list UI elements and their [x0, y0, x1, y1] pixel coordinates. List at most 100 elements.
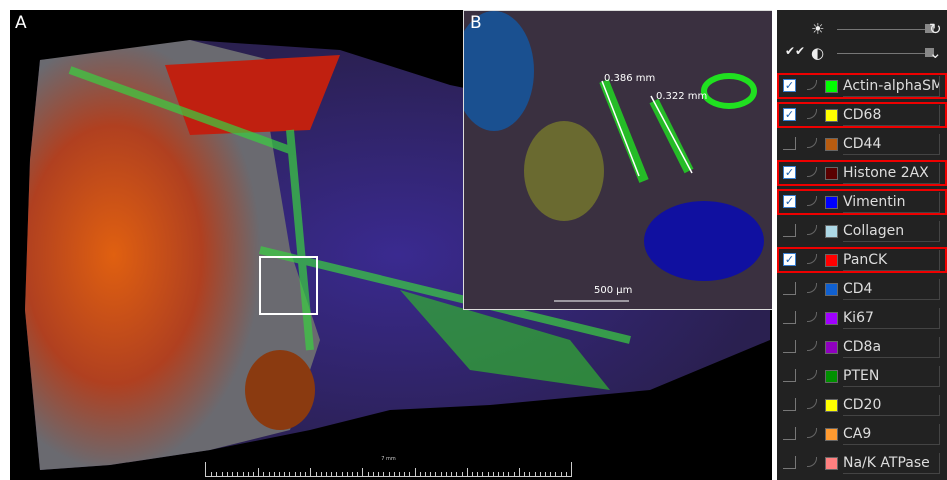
channel-checkbox[interactable]: ✓ — [783, 253, 796, 266]
channel-checkbox[interactable] — [783, 224, 796, 237]
scale-tick — [487, 472, 489, 476]
measurement-label: 0.386 mm — [604, 73, 656, 84]
inset-image — [464, 11, 772, 309]
scale-tick — [221, 472, 223, 476]
loading-icon — [807, 399, 817, 409]
channel-color-swatch[interactable] — [825, 196, 838, 209]
scale-tick — [529, 472, 531, 476]
loading-icon — [807, 80, 817, 90]
scale-tick — [357, 472, 359, 476]
scale-tick — [367, 472, 369, 476]
sun-icon: ☀ — [811, 20, 825, 38]
contrast-slider[interactable] — [837, 48, 934, 57]
scale-tick — [425, 472, 426, 476]
scale-tick — [383, 472, 385, 476]
channel-color-swatch[interactable] — [825, 312, 838, 325]
channel-name: CD20 — [843, 395, 940, 416]
channel-row[interactable]: CD8a — [777, 334, 947, 360]
channel-checkbox[interactable]: ✓ — [783, 108, 796, 121]
channel-checkbox[interactable]: ✓ — [783, 166, 796, 179]
channel-color-swatch[interactable] — [825, 341, 838, 354]
scale-tick — [435, 472, 437, 476]
channel-checkbox[interactable]: ✓ — [783, 79, 796, 92]
channel-color-swatch[interactable] — [825, 109, 838, 122]
channel-checkbox[interactable]: ✓ — [783, 195, 796, 208]
slider-thumb[interactable] — [925, 24, 934, 33]
scale-tick — [440, 472, 442, 476]
channel-row[interactable]: Na/K ATPase — [777, 450, 947, 476]
channel-name: Collagen — [843, 221, 940, 242]
channel-row[interactable]: CD44 — [777, 131, 947, 157]
scale-tick — [471, 472, 473, 476]
channel-checkbox[interactable] — [783, 456, 796, 469]
channel-name: Histone 2AX — [843, 163, 940, 184]
channel-row[interactable]: Collagen — [777, 218, 947, 244]
channel-row[interactable]: ✓ PanCK — [777, 247, 947, 273]
channel-row[interactable]: PTEN — [777, 363, 947, 389]
brightness-slider[interactable] — [837, 24, 934, 33]
scale-tick — [289, 472, 291, 476]
loading-icon — [807, 109, 817, 119]
channel-checkbox[interactable] — [783, 427, 796, 440]
channel-row[interactable]: CD4 — [777, 276, 947, 302]
scale-tick — [555, 472, 557, 476]
scale-tick — [315, 472, 317, 476]
channel-row[interactable]: Ki67 — [777, 305, 947, 331]
scale-tick — [414, 468, 416, 476]
channel-color-swatch[interactable] — [825, 428, 838, 441]
scale-tick — [419, 472, 421, 476]
scale-tick — [252, 472, 254, 476]
scale-tick — [268, 472, 270, 476]
scale-tick — [279, 472, 280, 476]
double-check-icon[interactable]: ✔✔ — [785, 44, 806, 58]
channel-color-swatch[interactable] — [825, 138, 838, 151]
loading-icon — [807, 225, 817, 235]
scale-tick — [226, 472, 228, 476]
scale-tick — [352, 472, 353, 476]
channel-row[interactable]: ✓ Vimentin — [777, 189, 947, 215]
channel-name: CD44 — [843, 134, 940, 155]
channel-color-swatch[interactable] — [825, 167, 838, 180]
channel-row[interactable]: ✓ Histone 2AX — [777, 160, 947, 186]
channel-name: Vimentin — [843, 192, 940, 213]
scale-tick — [346, 472, 348, 476]
channel-color-swatch[interactable] — [825, 283, 838, 296]
scale-tick — [305, 472, 307, 476]
channel-checkbox[interactable] — [783, 137, 796, 150]
channel-color-swatch[interactable] — [825, 225, 838, 238]
brightness-control: ☀ ↻ — [777, 18, 947, 42]
slider-thumb[interactable] — [925, 48, 934, 57]
rotate-icon[interactable]: ↻ — [929, 20, 942, 38]
inset-view[interactable]: B 0.386 mm 0.322 mm 500 µm — [463, 10, 772, 310]
scale-tick — [331, 472, 333, 476]
channel-name: Actin-alphaSMA — [843, 76, 940, 97]
channel-color-swatch[interactable] — [825, 80, 838, 93]
channel-color-swatch[interactable] — [825, 457, 838, 470]
channel-checkbox[interactable] — [783, 282, 796, 295]
chevron-down-icon[interactable]: ⌄ — [929, 44, 942, 62]
scale-tick — [362, 468, 364, 476]
channel-row[interactable]: ✓ Actin-alphaSMA — [777, 73, 947, 99]
channel-color-swatch[interactable] — [825, 399, 838, 412]
channel-color-swatch[interactable] — [825, 254, 838, 267]
channel-checkbox[interactable] — [783, 311, 796, 324]
scale-tick — [336, 472, 338, 476]
channel-color-swatch[interactable] — [825, 370, 838, 383]
channel-name: CD4 — [843, 279, 940, 300]
scale-tick — [534, 472, 536, 476]
scale-tick — [456, 472, 458, 476]
inset-scale-label: 500 µm — [594, 285, 633, 296]
channel-checkbox[interactable] — [783, 398, 796, 411]
channel-name: CD8a — [843, 337, 940, 358]
scale-tick — [477, 472, 479, 476]
scale-tick — [550, 472, 552, 476]
channel-checkbox[interactable] — [783, 340, 796, 353]
channel-row[interactable]: CD20 — [777, 392, 947, 418]
channel-checkbox[interactable] — [783, 369, 796, 382]
channel-row[interactable]: ✓ CD68 — [777, 102, 947, 128]
channel-name: Na/K ATPase — [843, 453, 940, 474]
channel-row[interactable]: CA9 — [777, 421, 947, 447]
scale-tick — [565, 472, 567, 476]
image-viewer[interactable]: A B 0.386 mm 0.322 mm 500 µm 7 mm — [10, 10, 772, 480]
scale-tick — [430, 472, 432, 476]
